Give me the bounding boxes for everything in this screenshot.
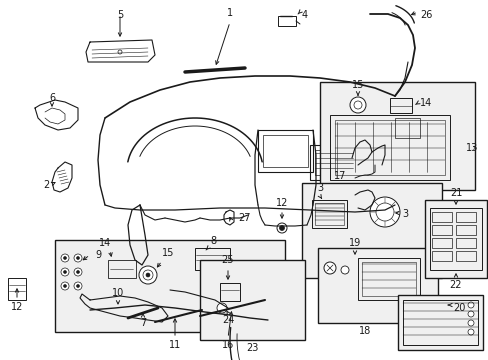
Text: 19: 19 <box>348 238 360 248</box>
Text: 14: 14 <box>419 98 431 108</box>
Bar <box>263 135 307 167</box>
Text: 14: 14 <box>99 238 111 248</box>
Text: 25: 25 <box>221 255 234 265</box>
Text: 15: 15 <box>351 80 364 90</box>
Circle shape <box>375 203 393 221</box>
Bar <box>302 183 441 278</box>
Bar <box>55 240 285 332</box>
Text: 21: 21 <box>449 188 461 198</box>
Text: 3: 3 <box>316 183 323 193</box>
Circle shape <box>61 268 69 276</box>
Text: 22: 22 <box>449 280 461 290</box>
Bar <box>319 82 474 190</box>
Bar <box>394 118 419 138</box>
Bar <box>397 295 482 350</box>
Bar <box>220 283 240 301</box>
Circle shape <box>467 311 473 317</box>
Bar <box>431 251 451 261</box>
Circle shape <box>118 50 122 54</box>
Circle shape <box>324 262 335 274</box>
Circle shape <box>61 282 69 290</box>
Circle shape <box>76 256 80 260</box>
Text: 7: 7 <box>140 318 146 328</box>
Text: 4: 4 <box>302 10 307 20</box>
Circle shape <box>142 270 153 280</box>
Circle shape <box>146 273 150 277</box>
Text: 12: 12 <box>11 302 23 312</box>
Bar <box>108 260 136 278</box>
Bar <box>200 260 305 340</box>
Text: 1: 1 <box>226 8 233 18</box>
Bar <box>361 262 415 296</box>
Bar <box>455 251 475 261</box>
Text: 20: 20 <box>452 303 465 313</box>
Text: 3: 3 <box>401 209 407 219</box>
Bar <box>334 120 444 175</box>
Circle shape <box>279 225 284 230</box>
Circle shape <box>353 101 361 109</box>
Text: 13: 13 <box>465 143 477 153</box>
Circle shape <box>369 197 399 227</box>
Text: 11: 11 <box>168 340 181 350</box>
Circle shape <box>74 282 82 290</box>
Text: 5: 5 <box>117 10 123 20</box>
Text: 27: 27 <box>238 213 250 223</box>
Bar <box>455 238 475 248</box>
Circle shape <box>276 223 286 233</box>
Bar <box>317 248 437 323</box>
Text: 16: 16 <box>222 340 234 350</box>
Bar <box>309 145 357 180</box>
Text: 10: 10 <box>112 288 124 298</box>
Bar <box>8 278 26 300</box>
Text: 15: 15 <box>162 248 174 258</box>
Text: 6: 6 <box>49 93 55 103</box>
Circle shape <box>63 284 66 288</box>
Bar <box>314 203 343 225</box>
Bar <box>431 225 451 235</box>
Bar <box>429 208 481 270</box>
Circle shape <box>467 320 473 326</box>
Bar <box>357 258 419 300</box>
Circle shape <box>76 284 80 288</box>
Text: 17: 17 <box>333 171 346 181</box>
Bar <box>431 212 451 222</box>
Circle shape <box>349 97 365 113</box>
Circle shape <box>76 270 80 274</box>
Bar <box>195 248 229 270</box>
Circle shape <box>63 256 66 260</box>
Bar <box>455 225 475 235</box>
Circle shape <box>74 268 82 276</box>
Text: 12: 12 <box>275 198 287 208</box>
Circle shape <box>61 254 69 262</box>
Text: 23: 23 <box>245 343 258 353</box>
Bar <box>311 200 346 228</box>
Circle shape <box>63 270 66 274</box>
Text: 24: 24 <box>222 315 234 325</box>
Bar <box>314 150 352 175</box>
Text: 2: 2 <box>43 180 50 190</box>
Text: 26: 26 <box>419 10 431 20</box>
Circle shape <box>74 254 82 262</box>
Circle shape <box>139 266 157 284</box>
Text: 8: 8 <box>209 236 216 246</box>
Bar <box>424 200 486 278</box>
Circle shape <box>340 266 348 274</box>
Text: 9: 9 <box>95 250 101 260</box>
Bar <box>455 212 475 222</box>
Circle shape <box>467 329 473 335</box>
Bar <box>431 238 451 248</box>
Bar <box>329 115 449 180</box>
Bar <box>258 130 312 172</box>
Text: 18: 18 <box>358 326 370 336</box>
Bar <box>402 300 477 345</box>
Circle shape <box>217 303 226 313</box>
Bar <box>389 98 411 113</box>
Circle shape <box>467 302 473 308</box>
Bar <box>278 16 295 26</box>
